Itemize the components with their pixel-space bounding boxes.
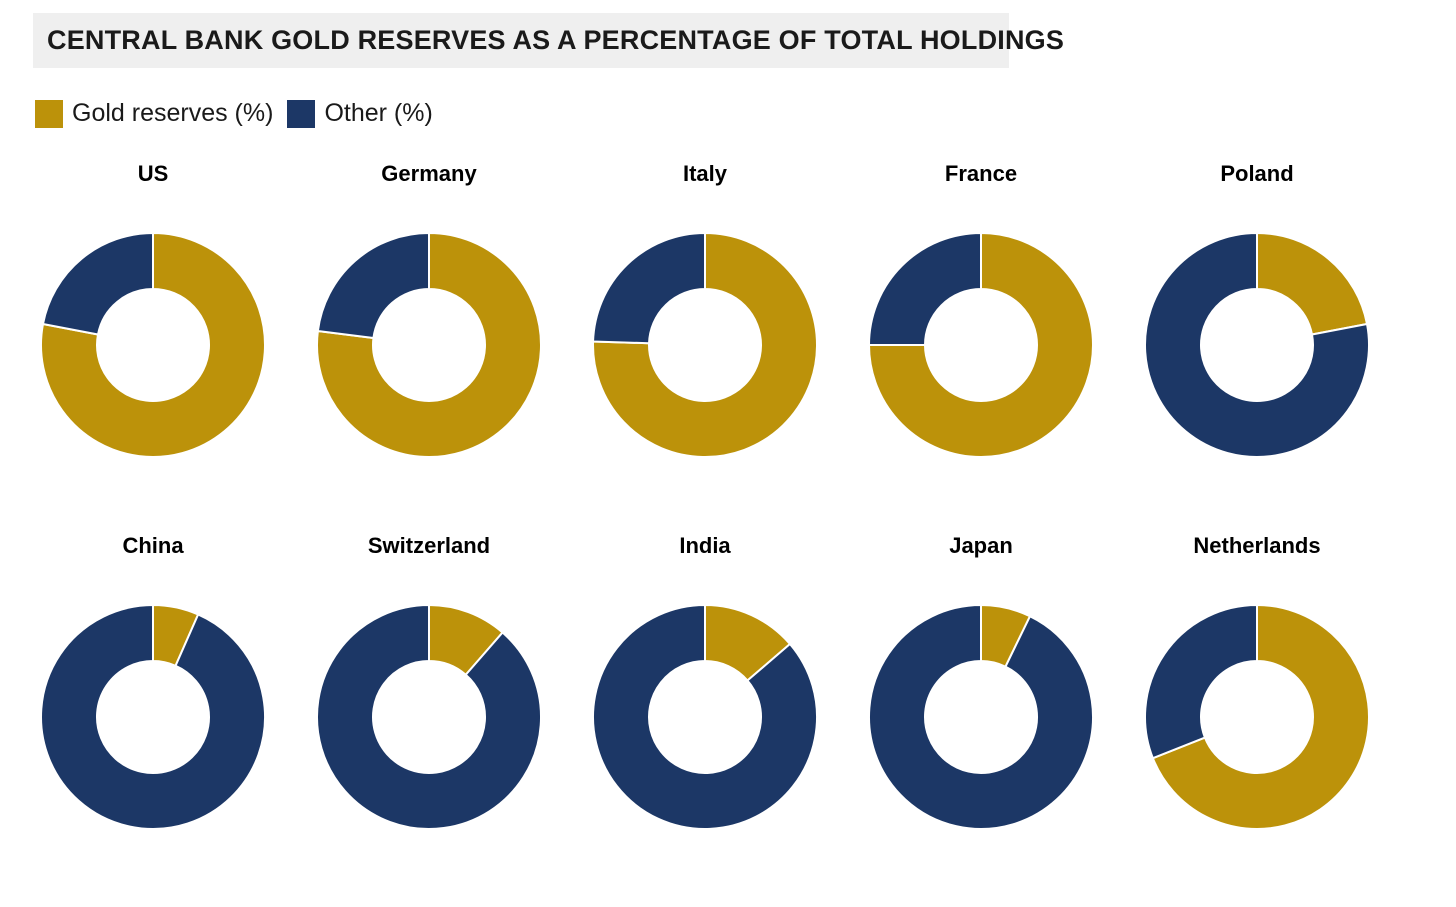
donut-cell-poland: Poland	[1144, 160, 1370, 458]
donut-cell-india: India	[592, 532, 818, 830]
donut-chart-italy	[592, 232, 818, 458]
chart-title: CENTRAL BANK GOLD RESERVES AS A PERCENTA…	[47, 25, 1065, 55]
donut-chart-france	[868, 232, 1094, 458]
other-slice	[1144, 604, 1258, 760]
country-label-germany: Germany	[381, 161, 477, 186]
donut-chart-us	[40, 232, 266, 458]
country-label-france: France	[944, 161, 1018, 186]
legend: Gold reserves (%) Other (%)	[35, 99, 433, 128]
gold-reserves-slice	[592, 232, 818, 458]
donut-chart-india	[592, 604, 818, 830]
gold-reserves-legend-label: Gold reserves (%)	[72, 99, 274, 127]
country-label-china: China	[122, 533, 184, 558]
donut-chart-poland	[1144, 232, 1370, 458]
donut-cell-us: US	[40, 160, 266, 458]
country-label-switzerland: Switzerland	[367, 533, 491, 558]
donut-chart-germany	[316, 232, 542, 458]
other-slice	[1144, 232, 1370, 458]
donut-cell-germany: Germany	[316, 160, 542, 458]
country-label-italy: Italy	[682, 161, 728, 186]
donut-chart-japan	[868, 604, 1094, 830]
gold-reserves-slice	[1256, 232, 1369, 336]
gold-reserves-slice	[1151, 604, 1370, 830]
other-slice	[316, 232, 430, 339]
other-slice	[41, 232, 154, 336]
other-legend-label: Other (%)	[324, 99, 433, 127]
gold-reserves-slice	[316, 232, 542, 458]
other-slice	[592, 604, 818, 830]
legend-item-other: Other (%)	[287, 99, 433, 128]
donut-grid-row-1: US Germany Italy France Poland	[40, 160, 1370, 458]
donut-cell-netherlands: Netherlands	[1144, 532, 1370, 830]
other-slice	[316, 604, 542, 830]
donut-cell-italy: Italy	[592, 160, 818, 458]
country-label-poland: Poland	[1220, 161, 1294, 186]
country-label-india: India	[679, 533, 731, 558]
donut-chart-netherlands	[1144, 604, 1370, 830]
other-slice	[868, 604, 1094, 830]
gold-reserves-slice	[40, 232, 266, 458]
country-label-netherlands: Netherlands	[1193, 533, 1321, 558]
gold-reserves-slice	[868, 232, 1094, 458]
donut-cell-france: France	[868, 160, 1094, 458]
other-slice	[592, 232, 706, 345]
legend-item-gold-reserves: Gold reserves (%)	[35, 99, 273, 128]
donut-cell-switzerland: Switzerland	[316, 532, 542, 830]
gold-reserves-swatch-icon	[35, 99, 63, 128]
donut-cell-china: China	[40, 532, 266, 830]
donut-chart-switzerland	[316, 604, 542, 830]
donut-grid-row-2: China Switzerland India Japan Netherland…	[40, 532, 1370, 830]
country-label-us: US	[137, 161, 169, 186]
donut-chart-china	[40, 604, 266, 830]
other-slice	[40, 604, 266, 830]
donut-cell-japan: Japan	[868, 532, 1094, 830]
chart-title-bar: CENTRAL BANK GOLD RESERVES AS A PERCENTA…	[33, 13, 1064, 68]
other-swatch-icon	[287, 99, 316, 128]
other-slice	[868, 232, 982, 346]
country-label-japan: Japan	[949, 533, 1013, 558]
